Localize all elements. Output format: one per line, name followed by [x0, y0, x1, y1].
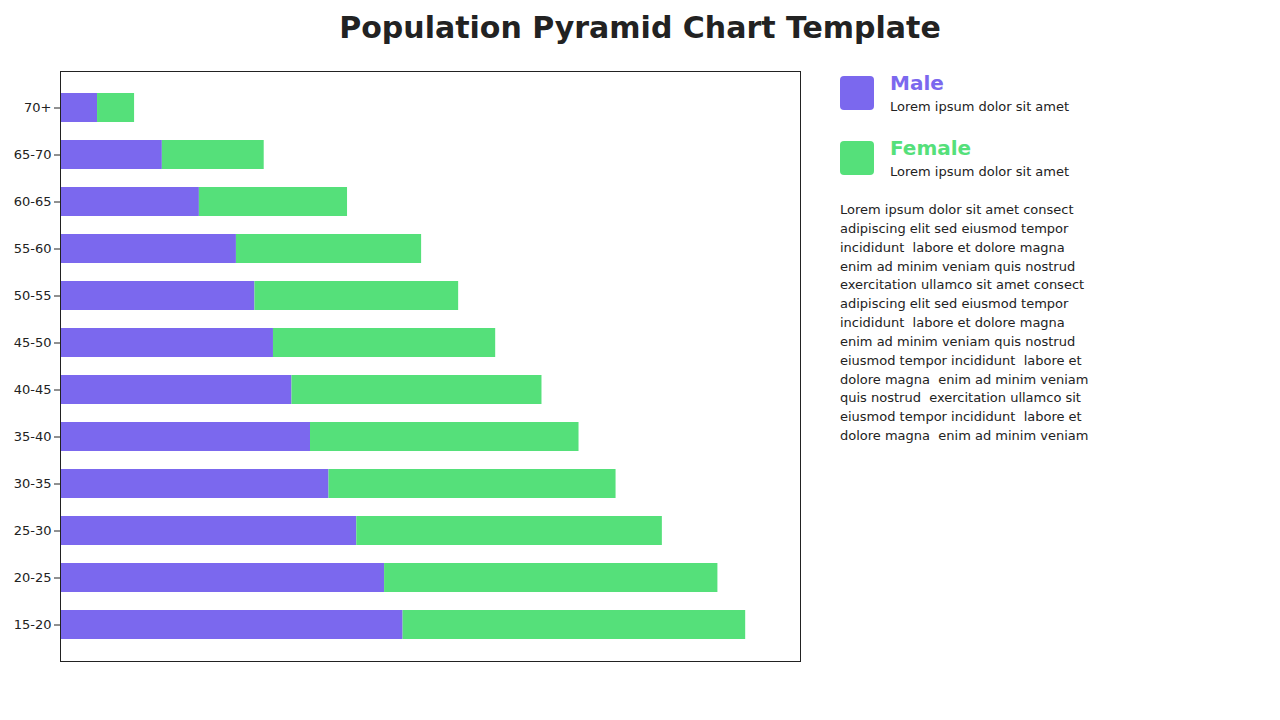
- svg-text:40-45: 40-45: [14, 382, 52, 397]
- html-text:Population Pyramid Chart Templ: Population Pyramid Chart Template: [339, 10, 941, 45]
- svg-text:15-20: 15-20: [14, 617, 52, 632]
- svg-text:50-55: 50-55: [14, 288, 52, 303]
- svg-text:55-60: 55-60: [14, 241, 52, 256]
- html-text:Lorem ipsum dolor sit amet: Lorem ipsum dolor sit amet: [890, 164, 1070, 179]
- svg-text:60-65: 60-65: [14, 194, 52, 209]
- svg-text:45-50: 45-50: [14, 335, 52, 350]
- html-text:Lorem ipsum dolor sit amet: Lorem ipsum dolor sit amet: [890, 99, 1070, 114]
- html-text:Lorem ipsum dolor sit amet con: Lorem ipsum dolor sit amet consect adipi…: [840, 202, 1089, 444]
- html-text:Male: Male: [890, 71, 944, 95]
- svg-text:30-35: 30-35: [14, 476, 52, 491]
- svg-text:35-40: 35-40: [14, 429, 52, 444]
- svg-text:25-30: 25-30: [14, 523, 52, 538]
- svg-text:65-70: 65-70: [14, 147, 52, 162]
- svg-text:20-25: 20-25: [14, 570, 52, 585]
- html-text:Female: Female: [890, 136, 972, 160]
- svg-text:70+: 70+: [24, 100, 51, 115]
